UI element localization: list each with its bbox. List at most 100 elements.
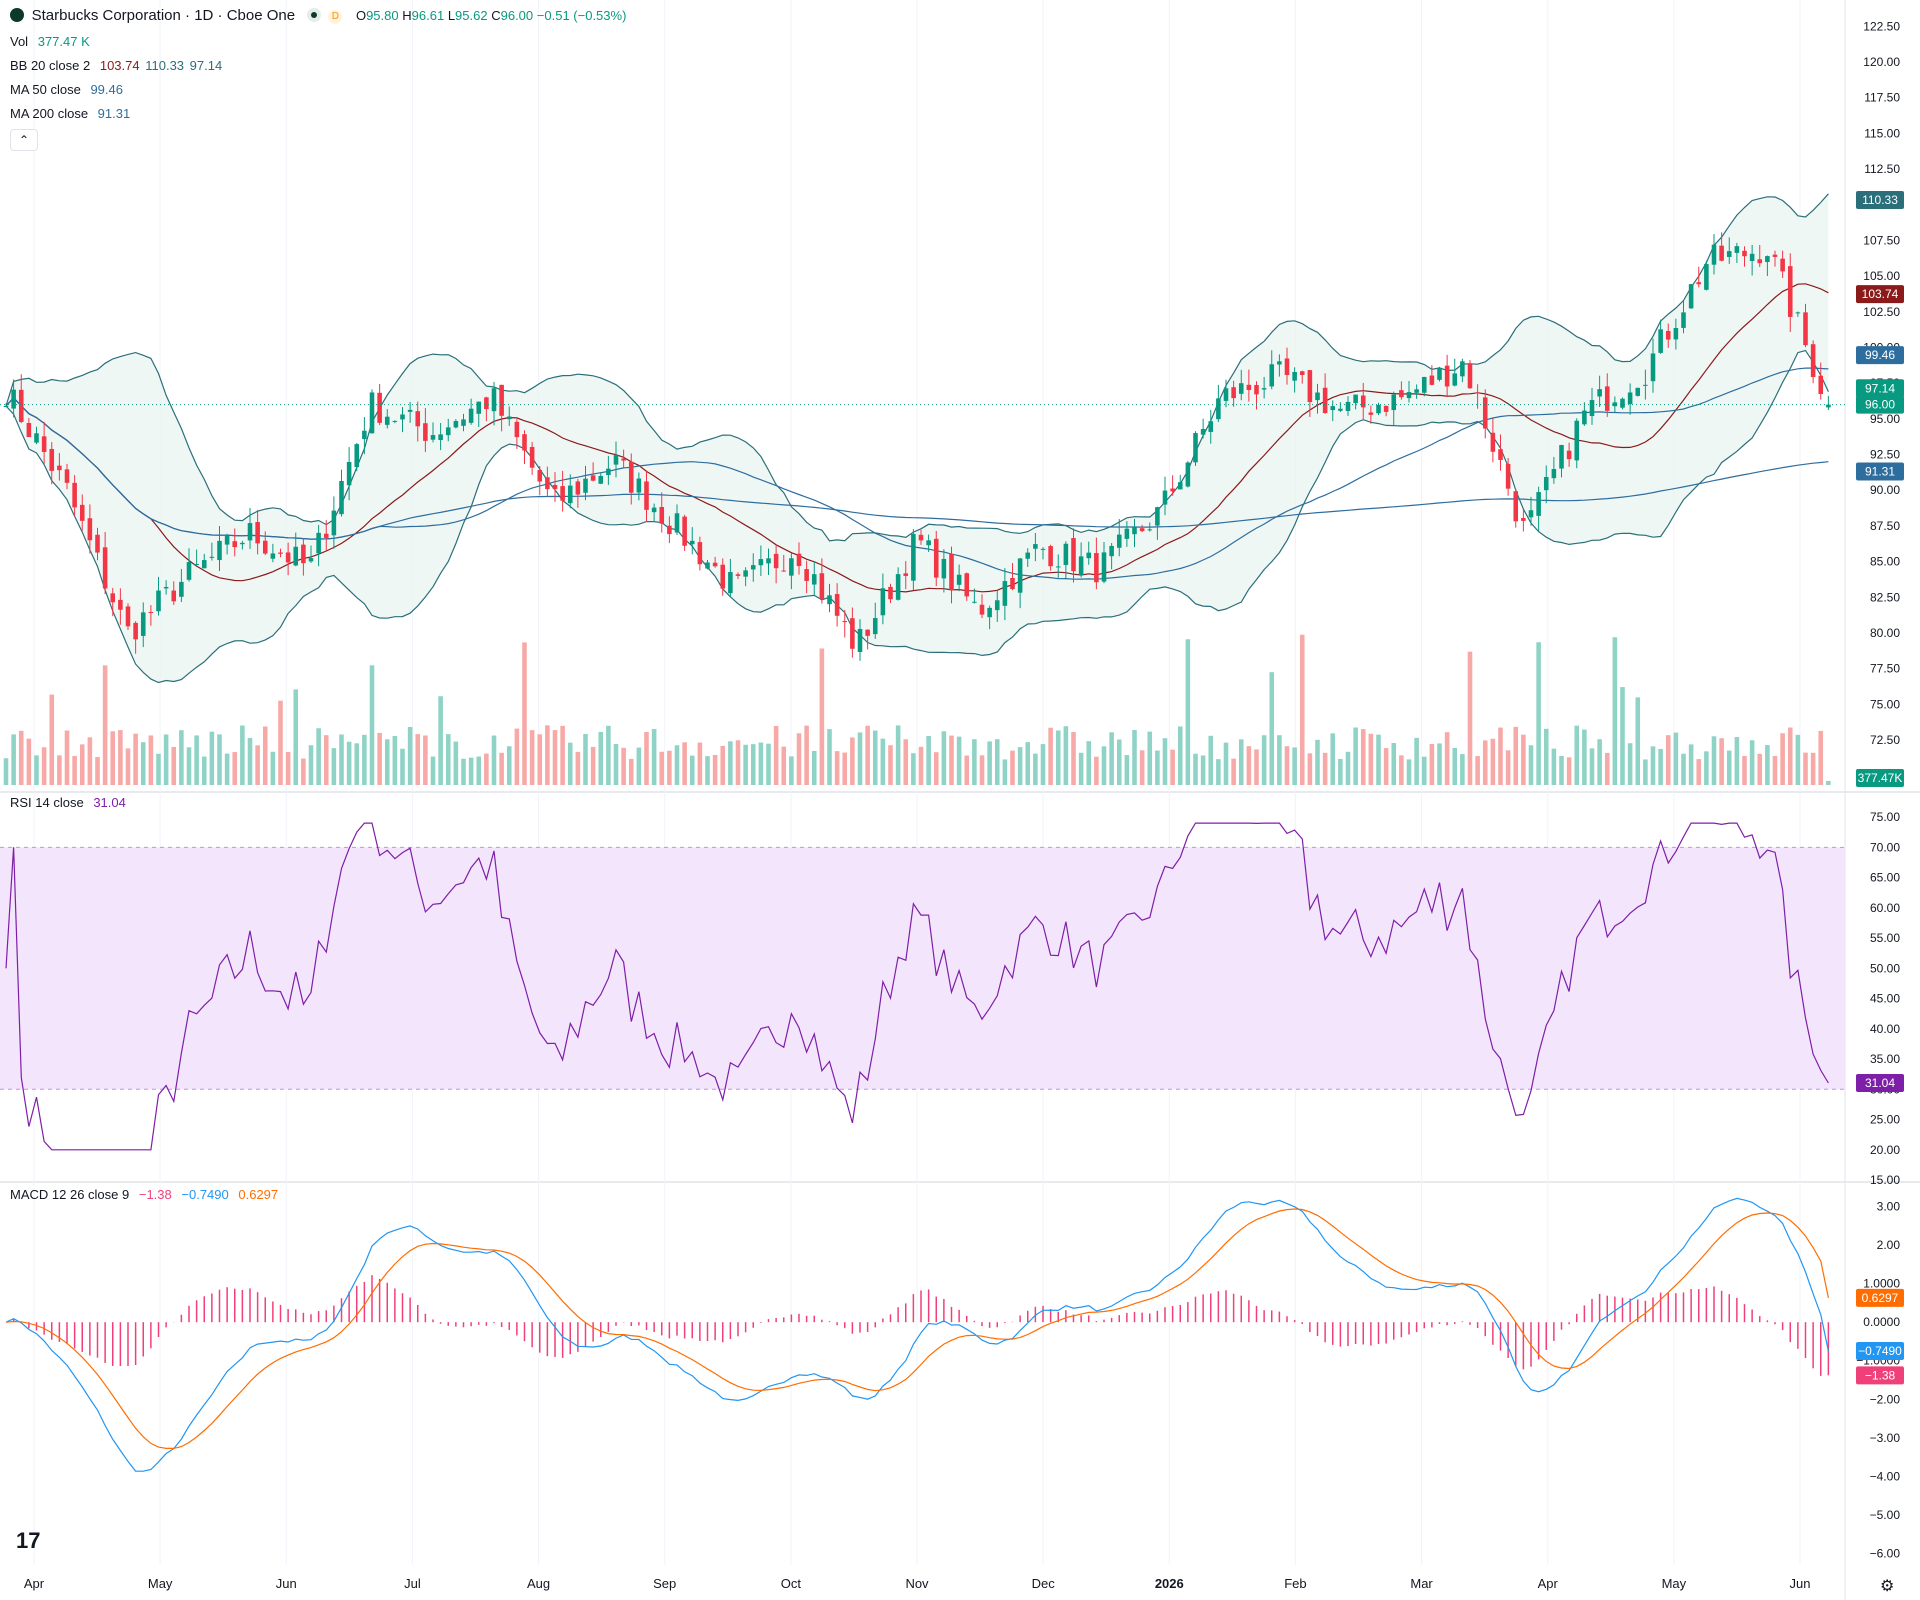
candle-body [1048, 546, 1053, 567]
time-tick-label: Jun [1790, 1576, 1811, 1591]
volume-bar [1391, 743, 1397, 785]
volume-bar [323, 735, 329, 785]
price-tag-bg [1856, 191, 1904, 210]
chevron-up-icon[interactable]: ⌃ [10, 129, 38, 151]
candle-body [712, 562, 718, 567]
volume-bar [1383, 748, 1389, 785]
candle-body [1269, 364, 1275, 387]
candle-body [1094, 553, 1099, 583]
macd-legend[interactable]: MACD 12 26 close 9 −1.38 −0.7490 0.6297 [10, 1187, 279, 1202]
price-tick-label: 82.50 [1870, 590, 1900, 604]
volume-tag-bg [1856, 769, 1904, 787]
candle-body [179, 581, 184, 597]
volume-bar [842, 752, 848, 785]
candle-body [1498, 449, 1503, 460]
candle-body [400, 414, 405, 420]
price-pane [0, 193, 1845, 684]
candle-body [49, 448, 55, 471]
starbucks-logo-icon [10, 8, 24, 22]
candle-body [682, 516, 687, 546]
data-badge[interactable]: D [328, 10, 343, 24]
tradingview-logo-icon[interactable]: 17 [16, 1528, 41, 1553]
vol-legend[interactable]: Vol 377.47 K [10, 34, 90, 49]
volume-bar [1132, 729, 1137, 785]
candle-body [118, 599, 123, 610]
volume-bar [1216, 759, 1221, 785]
volume-bar [201, 756, 207, 785]
macd-tick-label: 3.00 [1877, 1200, 1901, 1214]
candle-body [903, 573, 909, 576]
candle-body [346, 461, 352, 486]
candle-body [1734, 246, 1740, 253]
candle-body [110, 593, 116, 603]
volume-bar [1749, 740, 1755, 785]
time-tick-label: Oct [781, 1576, 802, 1591]
ma50-legend[interactable]: MA 50 close 99.46 [10, 82, 123, 97]
candle-body [1170, 488, 1175, 492]
time-tick-label: Mar [1410, 1576, 1433, 1591]
candle-body [956, 574, 962, 585]
rsi-tick-label: 20.00 [1870, 1143, 1900, 1157]
candle-body [1299, 371, 1305, 375]
price-tag: 91.31 [1865, 465, 1895, 479]
volume-bar [1208, 735, 1214, 785]
volume-bar [57, 755, 62, 785]
candle-body [1155, 507, 1160, 526]
rsi-line [5, 822, 1829, 1151]
volume-bar [1414, 737, 1419, 785]
volume-bar [217, 734, 222, 785]
volume-bar [1475, 756, 1480, 785]
candle-body [888, 586, 893, 600]
candle-body [834, 594, 840, 616]
volume-bar [1086, 741, 1092, 785]
volume-bar [621, 747, 626, 785]
candle-body [1818, 375, 1824, 394]
volume-bar [1421, 756, 1427, 785]
candle-body [880, 588, 886, 616]
symbol-title[interactable]: Starbucks Corporation · 1D · Cboe One [31, 7, 296, 24]
candle-body [750, 565, 756, 570]
volume-bar [186, 747, 192, 785]
candle-body [209, 556, 215, 558]
volume-bar [1505, 750, 1511, 785]
volume-bar [598, 731, 604, 785]
volume-bar [529, 730, 535, 785]
price-tag: 97.14 [1865, 381, 1895, 395]
candle-body [1543, 477, 1549, 491]
volume-bar [1826, 781, 1831, 785]
market-status-icon[interactable] [306, 8, 321, 22]
volume-bar [1551, 748, 1557, 785]
candle-body [1566, 450, 1572, 460]
candle-body [1612, 402, 1618, 407]
price-tick-label: 85.00 [1870, 555, 1900, 569]
volume-bar [514, 728, 520, 785]
volume-bar [339, 734, 344, 785]
candle-body [1109, 545, 1114, 557]
volume-bar [1360, 729, 1366, 785]
volume-bar [1719, 738, 1724, 785]
volume-bar [1177, 726, 1183, 785]
volume-bar [1124, 755, 1130, 785]
candle-body [1826, 404, 1831, 408]
candle-body [156, 590, 161, 612]
time-tick-label: Apr [1538, 1576, 1559, 1591]
volume-bar [628, 758, 634, 785]
volume-bar [133, 733, 138, 785]
macd-tick-label: −3.00 [1870, 1431, 1901, 1445]
candle-body [1185, 462, 1191, 487]
candle-body [377, 392, 382, 423]
volume-bar [728, 741, 733, 785]
ma200-legend[interactable]: MA 200 close 91.31 [10, 106, 131, 121]
volume-bar [1620, 687, 1625, 785]
volume-bar [1299, 634, 1305, 785]
candle-body [293, 546, 299, 566]
volume-bar [110, 731, 116, 785]
candle-body [1391, 394, 1397, 411]
candle-body [217, 540, 222, 561]
gear-icon[interactable]: ⚙ [1880, 1578, 1895, 1595]
macd-tick-label: −2.00 [1870, 1392, 1901, 1406]
rsi-legend[interactable]: RSI 14 close 31.04 [10, 795, 126, 810]
volume-bar [1635, 697, 1641, 785]
bb-legend[interactable]: BB 20 close 2 103.74 110.33 97.14 [10, 58, 223, 73]
